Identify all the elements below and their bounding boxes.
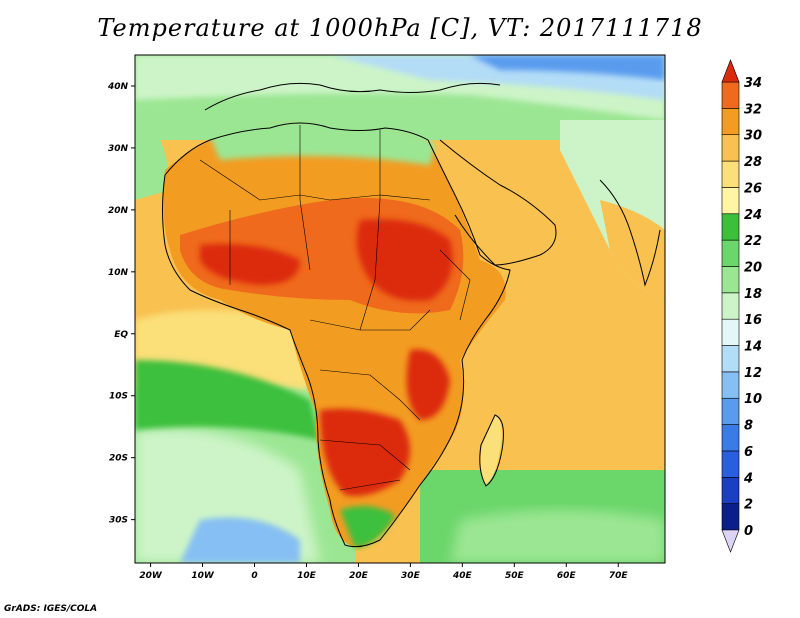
temperature-field (135, 55, 665, 563)
colorbar-swatch (721, 239, 740, 267)
field-indian-warm (420, 290, 665, 470)
colorbar-label: 30 (744, 129, 762, 144)
colorbar-label: 32 (744, 102, 762, 117)
colorbar-label: 24 (744, 208, 762, 223)
border-line (319, 439, 411, 471)
india-coastline (599, 179, 661, 287)
field-south-atlantic-cold (180, 517, 300, 563)
border-line (309, 309, 431, 331)
lon-tick-label: 30E (401, 571, 421, 581)
lon-tick-label: 10W (191, 571, 215, 581)
field-northeast-blue (470, 55, 665, 80)
map-title: Temperature at 1000hPa [C], VT: 20171117… (97, 14, 703, 42)
lat-tick-label: 30S (109, 516, 128, 526)
lat-tick-label: 40N (107, 82, 129, 92)
lat-tick-label: EQ (114, 330, 128, 340)
field-sahel-core (356, 219, 453, 301)
border-line (319, 369, 421, 421)
coastlines (162, 82, 661, 548)
colorbar-label: 22 (744, 234, 762, 249)
colorbar-swatch (721, 134, 740, 162)
colorbar-label: 6 (744, 445, 753, 460)
border-line (359, 130, 381, 331)
map-frame (134, 54, 666, 564)
colorbar-swatch (721, 345, 740, 373)
border-line (439, 249, 471, 321)
colorbar-swatch (721, 371, 740, 399)
lat-tick-label: 10S (109, 392, 128, 402)
colorbar-label: 18 (744, 287, 762, 302)
lon-tick-label: 10E (297, 571, 317, 581)
border-line (339, 479, 401, 491)
colorbar-label: 14 (744, 340, 762, 355)
colorbar-swatch (721, 476, 740, 504)
lon-tick-label: 0 (251, 571, 257, 581)
lat-tick-label: 10N (108, 268, 129, 278)
field-southern-africa-hot (320, 408, 410, 496)
colorbar-label: 28 (744, 155, 762, 170)
field-east-africa-hot (406, 349, 450, 420)
colorbar-label: 0 (744, 524, 753, 539)
lon-tick-label: 50E (505, 571, 525, 581)
colorbar-swatch (721, 108, 740, 136)
colorbar-label: 16 (744, 313, 762, 328)
africa-coastline (162, 122, 511, 548)
lat-tick-label: 20N (108, 206, 129, 216)
colorbar-swatch (721, 187, 740, 215)
colorbar-swatch (721, 397, 740, 425)
colorbar-swatch (721, 266, 740, 294)
field-cape-green (340, 506, 395, 548)
colorbar-swatch (721, 292, 740, 320)
country-borders (199, 125, 471, 491)
colorbar-label: 4 (743, 471, 753, 486)
madagascar-coastline (479, 414, 504, 487)
colorbar-over-arrow (721, 59, 740, 83)
colorbar-label: 10 (744, 392, 762, 407)
lon-tick-label: 60E (557, 571, 577, 581)
field-west-atlantic-green (135, 100, 170, 200)
credit-text: GrADS: IGES/COLA (4, 604, 98, 614)
colorbar-under-arrow (721, 529, 740, 553)
lon-tick-label: 20W (139, 571, 163, 581)
lat-tick-label: 20S (109, 454, 128, 464)
lon-tick-label: 70E (609, 571, 629, 581)
colorbar-label: 8 (744, 419, 753, 434)
colorbar-swatch (721, 160, 740, 188)
colorbar-swatch (721, 424, 740, 452)
colorbar-label: 2 (744, 498, 753, 513)
arabia-coastline (439, 139, 557, 266)
colorbar-swatch (721, 503, 740, 531)
colorbar-label: 34 (744, 76, 762, 91)
colorbar-label: 26 (744, 181, 762, 196)
colorbar-swatch (721, 213, 740, 241)
europe-coastline (204, 82, 501, 111)
lon-tick-label: 40E (452, 571, 473, 581)
field-atlantic-green (135, 360, 320, 440)
latitude-axis: 40N 30N 20N 10N EQ 10S 20S 30S (107, 82, 135, 526)
border-line (199, 159, 431, 201)
colorbar-label: 20 (744, 260, 762, 275)
colorbar-label: 12 (744, 366, 762, 381)
field-west-hot (200, 244, 300, 285)
field-south-indian-cool (450, 510, 665, 563)
colorbar-swatch (721, 81, 740, 109)
field-madagascar (480, 415, 502, 485)
longitude-axis: 20W 10W 0 10E 20E 30E 40E 50E 60E 70E (139, 563, 628, 581)
lon-tick-label: 20E (349, 571, 369, 581)
lat-tick-label: 30N (108, 144, 129, 154)
colorbar-swatch (721, 318, 740, 346)
border-line (299, 125, 311, 271)
colorbar-swatch (721, 450, 740, 478)
